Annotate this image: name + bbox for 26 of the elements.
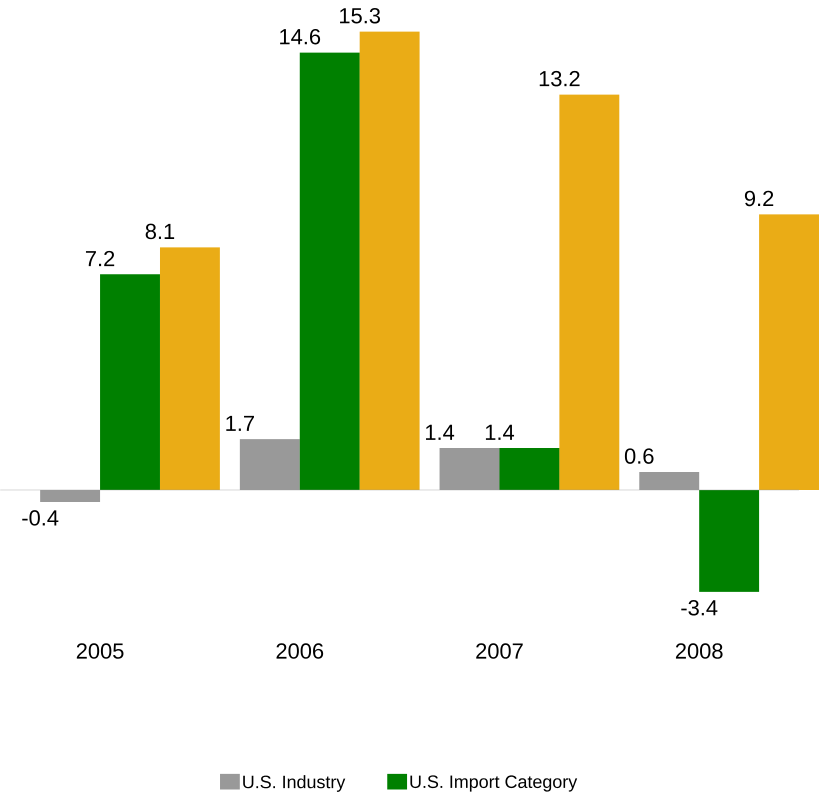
data-label: -3.4 bbox=[681, 600, 718, 616]
x-tick-label: 2006 bbox=[276, 643, 324, 659]
bar bbox=[499, 448, 560, 490]
data-label: 1.4 bbox=[486, 425, 514, 440]
data-label: 9.2 bbox=[744, 190, 774, 206]
data-label: 15.3 bbox=[340, 8, 380, 24]
data-label: 13.2 bbox=[540, 71, 580, 87]
bar bbox=[699, 490, 760, 592]
bar bbox=[300, 52, 360, 490]
bar bbox=[160, 248, 220, 490]
data-label: 0.6 bbox=[624, 448, 654, 464]
legend-label: U.S. Industry bbox=[243, 775, 346, 792]
bar bbox=[559, 94, 620, 490]
data-label: 1.7 bbox=[226, 416, 254, 432]
data-label: 14.6 bbox=[280, 29, 320, 45]
data-label: 8.1 bbox=[146, 224, 174, 240]
bar bbox=[360, 32, 420, 490]
x-tick-label: 2008 bbox=[676, 643, 723, 659]
x-tick-label: 2007 bbox=[476, 643, 523, 659]
data-label: 7.2 bbox=[86, 251, 114, 266]
legend-label: U.S. Import Category bbox=[410, 776, 578, 792]
data-label: -0.4 bbox=[22, 510, 58, 526]
bar bbox=[759, 214, 819, 490]
data-label: 1.4 bbox=[426, 425, 454, 440]
x-tick-label: 2005 bbox=[76, 643, 124, 659]
bar bbox=[100, 274, 160, 490]
